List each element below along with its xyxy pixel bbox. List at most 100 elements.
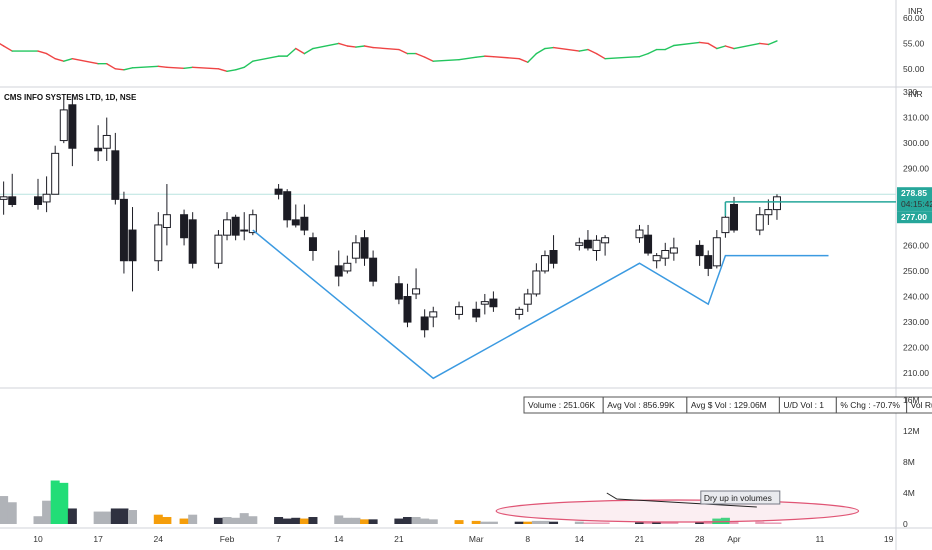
candle — [755, 207, 764, 236]
candle-body-down — [231, 216, 240, 236]
indicator-segment — [372, 46, 400, 51]
volume-bar — [394, 518, 404, 524]
last-price-tag — [897, 187, 932, 212]
time-tick-label: 21 — [394, 534, 404, 544]
candle-body-down — [283, 191, 292, 221]
candle-body-down — [730, 203, 738, 231]
candle — [455, 301, 464, 320]
candle — [635, 224, 644, 243]
candle-body-down — [291, 219, 300, 226]
candle — [592, 235, 601, 261]
candle-body-down — [94, 147, 103, 152]
time-tick-label: 7 — [276, 534, 281, 544]
candle — [549, 235, 558, 269]
time-tick-label: 28 — [695, 534, 705, 544]
indicator-segment — [733, 42, 761, 50]
volume-bar — [514, 521, 524, 524]
time-tick-label: 14 — [334, 534, 344, 544]
candle-body-up — [223, 219, 232, 236]
candle — [51, 145, 60, 195]
indicator-segment — [716, 45, 727, 50]
candle-body-down — [704, 255, 713, 269]
price-tick-label: 220.00 — [903, 343, 929, 353]
volume-bar — [128, 510, 138, 524]
volume-bar — [669, 522, 679, 524]
volume-bar — [574, 521, 584, 524]
candle — [162, 184, 171, 246]
time-tick-label: 11 — [816, 534, 825, 544]
candle-body-down — [695, 244, 704, 257]
annotation-box — [700, 490, 781, 505]
candle — [8, 173, 17, 208]
countdown-label: 04:15:42 — [901, 199, 932, 209]
candle — [429, 306, 438, 328]
pattern-trendline — [252, 229, 829, 380]
volume-bar — [179, 518, 189, 524]
indicator-segment — [587, 48, 598, 55]
candle — [489, 291, 498, 312]
volume-bar — [652, 522, 662, 524]
stat-text: % Chg : -70.7% — [840, 400, 900, 410]
time-tick-label: Feb — [220, 534, 235, 544]
volume-bar — [729, 520, 739, 524]
indicator-segment — [157, 65, 168, 68]
candle — [652, 253, 661, 269]
volume-bar — [695, 521, 705, 524]
indicator-segment — [484, 55, 495, 58]
candle-body-up — [592, 239, 601, 252]
indicator-segment — [295, 47, 306, 55]
stat-cell — [906, 396, 932, 414]
indicator-currency-label: INR — [908, 6, 923, 16]
volume-bar — [531, 520, 541, 524]
candle-body-down — [34, 196, 42, 205]
stat-text: Vol Run Rate : -36.66% — [911, 400, 932, 410]
time-tick-label: 8 — [525, 534, 530, 544]
candle — [214, 230, 223, 269]
volume-bar — [360, 519, 370, 524]
volume-bar — [102, 511, 112, 524]
volume-bar — [50, 480, 60, 524]
candle-body-up — [669, 247, 678, 254]
volume-bar — [188, 514, 198, 524]
candle — [94, 125, 103, 162]
candle — [334, 250, 343, 287]
indicator-segment — [398, 48, 409, 55]
candle — [180, 209, 189, 246]
indicator-segment — [432, 58, 460, 62]
indicator-segment — [338, 42, 349, 47]
candle — [712, 230, 721, 269]
stat-text: Volume : 251.06K — [528, 400, 595, 410]
time-tick-label: Apr — [727, 534, 740, 544]
indicator-segment — [475, 55, 486, 58]
indicator-segment — [45, 52, 56, 60]
candle — [68, 94, 77, 167]
candle — [394, 276, 403, 305]
volume-bar — [299, 518, 309, 524]
chart-title: CMS INFO SYSTEMS LTD, 1D, NSE — [4, 93, 137, 102]
indicator-tick-label: 50.00 — [903, 64, 925, 74]
candle-body-up — [42, 193, 51, 203]
candle — [308, 232, 317, 261]
indicator-segment — [346, 45, 357, 48]
time-tick-label: 19 — [884, 534, 894, 544]
indicator-segment — [243, 60, 254, 68]
volume-tick-label: 8M — [903, 457, 915, 467]
volume-bar — [213, 517, 223, 524]
volume-bar — [110, 508, 120, 524]
volume-bar — [93, 511, 103, 524]
candle-body-up — [429, 311, 438, 318]
price-tick-label: 260.00 — [903, 240, 929, 250]
volume-bar — [0, 496, 9, 524]
candle-body-up — [248, 214, 257, 234]
candle-body-up — [214, 234, 223, 264]
candle — [523, 288, 532, 312]
volume-bar — [59, 482, 69, 524]
candle-body-up — [764, 209, 773, 216]
indicator-segment — [37, 50, 48, 55]
price-currency-label: INR — [908, 89, 923, 99]
indicator-segment — [492, 55, 520, 60]
indicator-segment — [114, 68, 125, 71]
price-tick-label: 320 — [903, 87, 917, 97]
candle-body-down — [394, 283, 403, 300]
